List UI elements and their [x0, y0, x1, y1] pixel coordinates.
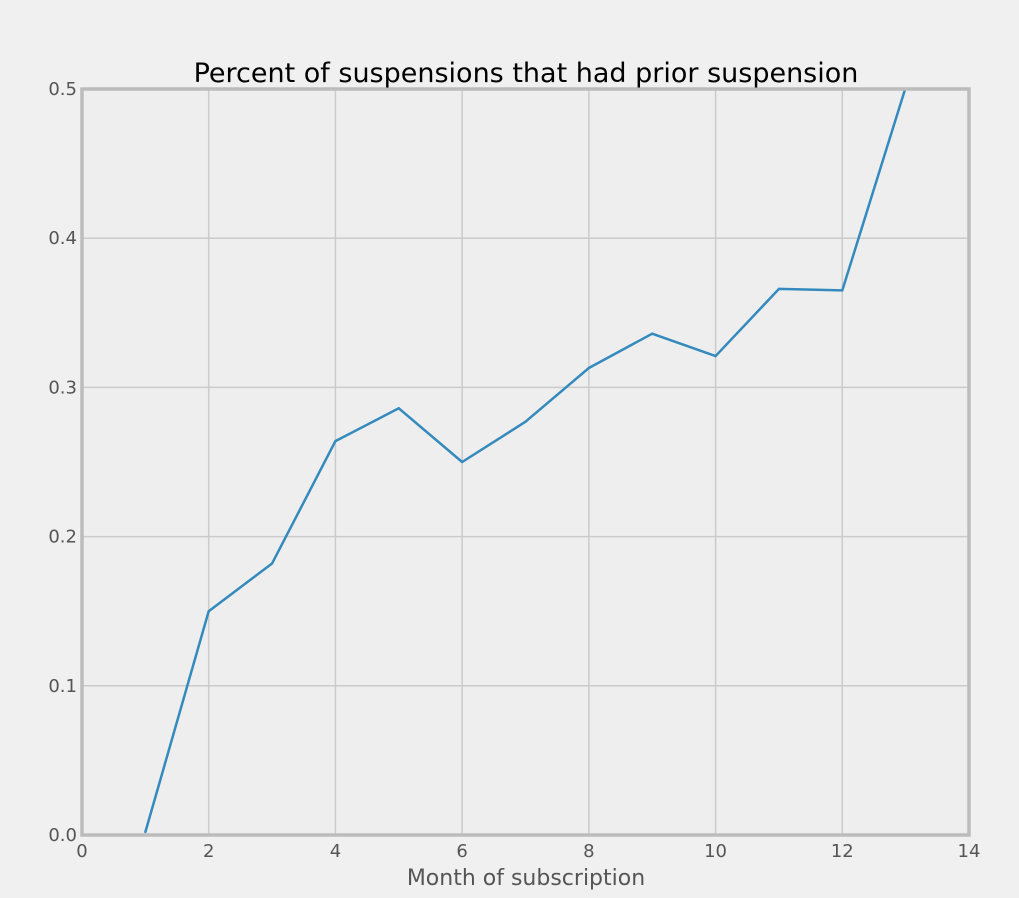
- data-point: [144, 830, 147, 834]
- data-point: [587, 366, 591, 370]
- data-point: [460, 460, 464, 464]
- series-layer: [144, 89, 907, 834]
- plot-frame: [80, 87, 971, 837]
- x-tick-label: 8: [583, 841, 594, 862]
- data-point: [334, 439, 337, 443]
- x-tick-label: 10: [704, 841, 727, 862]
- data-point: [714, 354, 717, 358]
- y-tick-label: 0.3: [48, 377, 77, 398]
- x-tick-label: 0: [76, 841, 87, 862]
- x-tick-label: 2: [203, 841, 214, 862]
- y-tick-label: 0.0: [48, 825, 77, 846]
- y-tick-label: 0.2: [48, 527, 77, 548]
- data-point: [397, 407, 400, 410]
- plot-area: [82, 89, 969, 835]
- x-tick-label: 6: [456, 841, 467, 862]
- x-axis-label: Month of subscription: [407, 866, 645, 891]
- x-tick-labels: 0 2 4 6 8 10 12 14: [76, 841, 980, 862]
- data-point: [841, 289, 844, 292]
- y-tick-label: 0.4: [48, 228, 77, 249]
- x-tick-label: 12: [831, 841, 854, 862]
- data-point: [524, 420, 527, 423]
- data-point: [777, 287, 781, 291]
- x-tick-label: 4: [330, 841, 341, 862]
- y-tick-labels: 0.0 0.1 0.2 0.3 0.4 0.5: [48, 79, 77, 846]
- y-tick-label: 0.1: [48, 676, 77, 697]
- x-tick-label: 14: [958, 841, 981, 862]
- data-point: [651, 332, 654, 335]
- y-tick-label: 0.5: [48, 79, 77, 100]
- chart-title: Percent of suspensions that had prior su…: [194, 58, 859, 89]
- data-point: [270, 562, 274, 565]
- data-point: [207, 610, 210, 613]
